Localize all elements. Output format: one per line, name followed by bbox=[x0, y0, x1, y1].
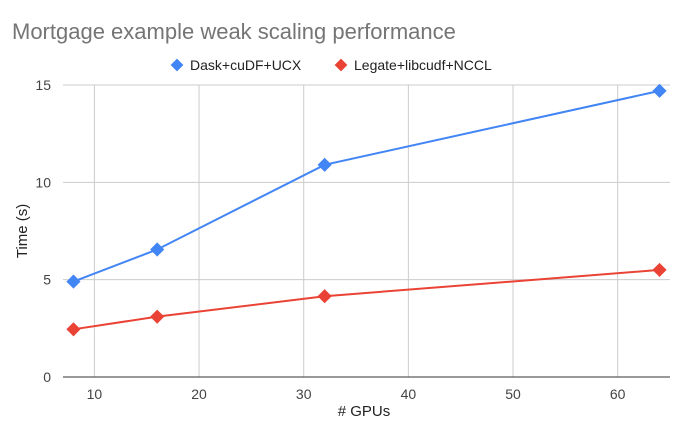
y-axis-title: Time (s) bbox=[14, 204, 31, 258]
x-tick-label-0: 10 bbox=[87, 386, 103, 402]
data-point-0-3 bbox=[652, 83, 667, 98]
y-gridlines bbox=[63, 84, 670, 281]
x-gridlines bbox=[93, 85, 619, 377]
legend-label-legate: Legate+libcudf+NCCL bbox=[354, 57, 492, 73]
series-points bbox=[66, 83, 667, 337]
series-line-1 bbox=[73, 268, 660, 331]
series-lines bbox=[73, 89, 660, 331]
data-point-1-3 bbox=[652, 262, 667, 278]
data-point-1-2 bbox=[317, 289, 332, 304]
series-line-0 bbox=[73, 89, 660, 283]
y-tick-labels: 0 5 10 15 bbox=[35, 77, 51, 385]
x-tick-label-5: 60 bbox=[610, 386, 626, 402]
x-tick-label-2: 30 bbox=[296, 386, 312, 402]
x-tick-labels: 10 20 30 40 50 60 bbox=[87, 386, 626, 402]
data-point-1-1 bbox=[150, 309, 165, 324]
y-tick-label-1: 5 bbox=[43, 272, 51, 288]
legend-marker-legate bbox=[334, 58, 348, 72]
data-point-0-2 bbox=[317, 157, 332, 172]
x-axis-title: # GPUs bbox=[338, 403, 391, 420]
data-point-0-0 bbox=[66, 274, 81, 289]
legend-label-dask: Dask+cuDF+UCX bbox=[190, 57, 302, 73]
legend-marker-dask bbox=[170, 58, 184, 72]
y-tick-label-0: 0 bbox=[43, 369, 51, 385]
data-point-1-0 bbox=[66, 322, 81, 337]
chart-title: Mortgage example weak scaling performanc… bbox=[12, 19, 456, 44]
legend-item-legate: Legate+libcudf+NCCL bbox=[334, 57, 492, 73]
x-tick-label-3: 40 bbox=[401, 386, 417, 402]
x-tick-label-4: 50 bbox=[505, 386, 521, 402]
y-tick-label-2: 10 bbox=[35, 174, 51, 190]
data-point-0-1 bbox=[150, 242, 165, 257]
legend: Dask+cuDF+UCX Legate+libcudf+NCCL bbox=[170, 57, 492, 73]
x-tick-label-1: 20 bbox=[191, 386, 207, 402]
legend-item-dask: Dask+cuDF+UCX bbox=[170, 57, 302, 73]
y-tick-label-3: 15 bbox=[35, 77, 51, 93]
